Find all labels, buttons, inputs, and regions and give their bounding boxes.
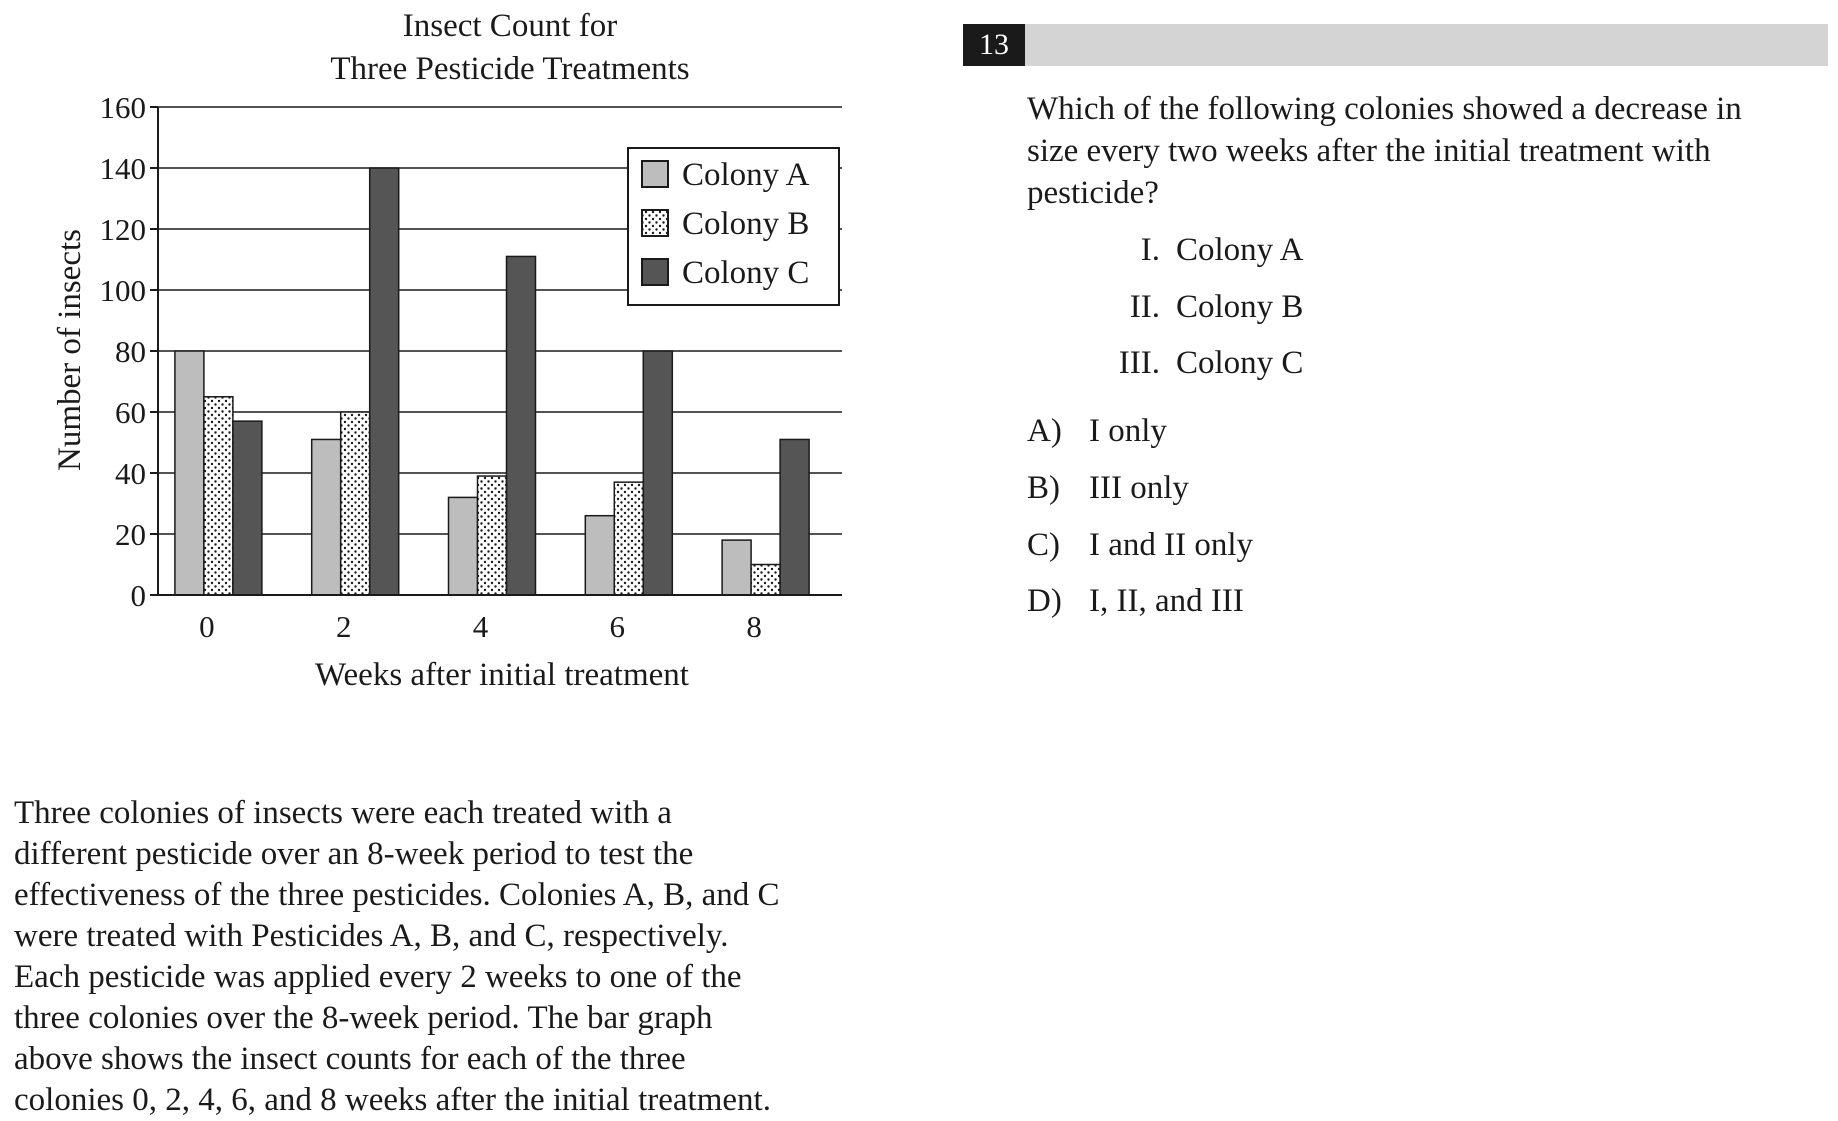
x-tick-label: 0	[199, 609, 215, 644]
bar-colony-c-week-8	[779, 438, 810, 596]
chart-title-line-1: Insect Count for	[403, 8, 617, 44]
legend-label-colony-a: Colony A	[682, 157, 810, 193]
choice-text: I and II only	[1089, 527, 1254, 563]
y-tick-label: 60	[115, 395, 146, 430]
x-tick-label: 2	[336, 609, 352, 644]
y-tick-label: 20	[115, 517, 146, 552]
bar-colony-a-week-8	[721, 539, 752, 596]
y-axis-label: Number of insects	[52, 229, 88, 471]
bar-colony-c-week-6	[642, 350, 674, 596]
passage-line: Three colonies of insects were each trea…	[14, 795, 672, 831]
passage-line: effectiveness of the three pesticides. C…	[14, 877, 780, 913]
choice-text: I only	[1089, 413, 1167, 449]
y-tick-label: 100	[100, 273, 147, 308]
bar-colony-b-week-0	[203, 396, 234, 596]
bar-colony-a-week-4	[447, 496, 479, 596]
choice-letter: A)	[1027, 413, 1062, 449]
legend-swatch-colony-b	[641, 209, 669, 237]
grid-lines	[158, 106, 842, 535]
y-tick-label: 80	[115, 334, 146, 369]
statement-i: I. Colony A	[1060, 228, 1304, 272]
passage-line: Each pesticide was applied every 2 weeks…	[14, 959, 742, 995]
y-tick-label: 40	[115, 456, 146, 491]
y-tick-label: 0	[131, 578, 147, 613]
bar-colony-a-week-2	[310, 438, 342, 596]
bar-colony-b-week-4	[476, 475, 508, 596]
statement-numeral: II.	[1129, 289, 1160, 325]
chart-title-line-2: Three Pesticide Treatments	[330, 51, 689, 87]
y-tick-label: 120	[100, 212, 147, 247]
y-tick-label: 140	[100, 151, 147, 186]
answer-choice-c[interactable]: C) I and II only	[1027, 523, 1253, 567]
question-stem-line: Which of the following colonies showed a…	[1027, 91, 1742, 127]
statement-ii: II. Colony B	[1060, 285, 1304, 329]
question-stem: Which of the following colonies showed a…	[1027, 88, 1832, 214]
legend-label-colony-c: Colony C	[682, 255, 809, 291]
passage: Three colonies of insects were each trea…	[14, 793, 894, 1121]
statement-numeral: I.	[1140, 232, 1160, 268]
y-axis-ticks: 0 20 40 60 80 100 120 140 160	[100, 90, 158, 613]
choice-letter: D)	[1027, 583, 1062, 619]
passage-line: three colonies over the 8-week period. T…	[14, 1000, 713, 1036]
bar-colony-b-week-8	[750, 563, 781, 596]
question-stem-line: pesticide?	[1027, 175, 1159, 211]
statement-text: Colony B	[1176, 289, 1304, 325]
bar-colony-c-week-2	[368, 167, 400, 596]
legend-label-colony-b: Colony B	[682, 206, 809, 242]
choice-letter: B)	[1027, 470, 1060, 506]
choice-text: I, II, and III	[1089, 583, 1244, 619]
question-number: 13	[963, 24, 1025, 66]
bar-colony-c-week-0	[232, 420, 263, 596]
passage-line: different pesticide over an 8-week perio…	[14, 836, 694, 872]
y-tick-label: 160	[100, 90, 147, 125]
bar-colony-c-week-4	[505, 255, 537, 596]
x-tick-label: 8	[746, 609, 762, 644]
statement-text: Colony A	[1176, 232, 1304, 268]
x-axis-ticks: 0 2 4 6 8	[199, 609, 762, 644]
choice-text: III only	[1089, 470, 1189, 506]
x-tick-label: 4	[473, 609, 489, 644]
bar-colony-b-week-6	[613, 481, 645, 596]
passage-line: above shows the insect counts for each o…	[14, 1041, 686, 1077]
answer-choice-b[interactable]: B) III only	[1027, 466, 1189, 510]
legend: Colony A Colony B Colony C	[627, 147, 840, 306]
passage-line: were treated with Pesticides A, B, and C…	[14, 918, 729, 954]
bar-colony-a-week-6	[584, 514, 616, 596]
question-stem-line: size every two weeks after the initial t…	[1027, 133, 1711, 169]
question-header-bar: 13	[963, 24, 1828, 66]
answer-choice-d[interactable]: D) I, II, and III	[1027, 579, 1244, 623]
answer-choice-a[interactable]: A) I only	[1027, 409, 1167, 453]
passage-line: colonies 0, 2, 4, 6, and 8 weeks after t…	[14, 1082, 771, 1118]
statement-numeral: III.	[1118, 345, 1160, 381]
choice-letter: C)	[1027, 527, 1060, 563]
x-axis-label: Weeks after initial treatment	[315, 657, 689, 693]
x-tick-label: 6	[610, 609, 626, 644]
bars	[174, 167, 810, 596]
bar-colony-a-week-0	[174, 350, 205, 596]
legend-swatch-colony-a	[641, 160, 669, 188]
statement-iii: III. Colony C	[1060, 341, 1304, 385]
bar-colony-b-week-2	[339, 411, 371, 596]
legend-swatch-colony-c	[641, 258, 669, 286]
bar-chart: Insect Count for Three Pesticide Treatme…	[52, 8, 842, 693]
statement-text: Colony C	[1176, 345, 1304, 381]
